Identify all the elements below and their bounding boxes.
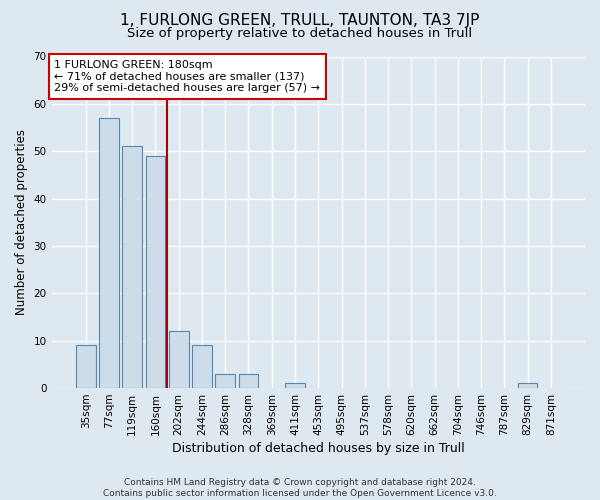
Bar [518,384,538,388]
X-axis label: Distribution of detached houses by size in Trull: Distribution of detached houses by size … [172,442,464,455]
Bar [146,156,166,388]
Bar [122,146,142,388]
Bar [99,118,119,388]
Bar [285,384,305,388]
Bar [192,346,212,388]
Text: Size of property relative to detached houses in Trull: Size of property relative to detached ho… [127,28,473,40]
Text: 1, FURLONG GREEN, TRULL, TAUNTON, TA3 7JP: 1, FURLONG GREEN, TRULL, TAUNTON, TA3 7J… [121,12,479,28]
Text: Contains HM Land Registry data © Crown copyright and database right 2024.
Contai: Contains HM Land Registry data © Crown c… [103,478,497,498]
Bar [76,346,95,388]
Bar [215,374,235,388]
Bar [169,331,188,388]
Text: 1 FURLONG GREEN: 180sqm
← 71% of detached houses are smaller (137)
29% of semi-d: 1 FURLONG GREEN: 180sqm ← 71% of detache… [54,60,320,93]
Bar [239,374,259,388]
Y-axis label: Number of detached properties: Number of detached properties [15,130,28,316]
